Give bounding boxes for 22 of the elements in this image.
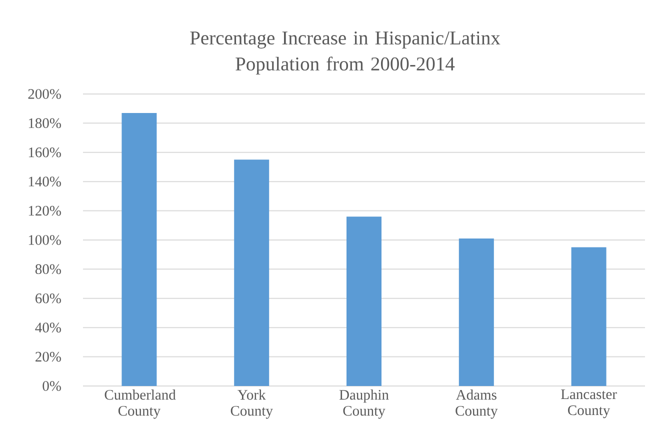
y-tick-label: 40% [35,322,61,332]
y-tick-label: 200% [28,89,61,99]
y-tick-label: 0% [42,381,61,391]
bar [458,238,494,386]
y-tick-label: 100% [28,235,61,245]
bar [346,216,382,386]
y-tick-label: 80% [35,264,61,274]
y-tick-label: 180% [28,118,61,128]
y-tick-label: 60% [36,293,61,304]
x-tick-label: Dauphin County [339,390,389,419]
bar [234,160,270,386]
bar [571,247,606,386]
x-tick-label: York County [230,390,273,419]
y-tick-label: 160% [28,147,61,158]
x-tick-label: Cumberland County [104,390,176,419]
y-tick-label: 140% [28,176,61,186]
bar [122,112,157,386]
y-tick-label: 120% [28,206,61,216]
x-tick-label: Lancaster County [561,390,617,418]
chart-title: Percentage Increase in Hispanic/Latinx Population from 2000-2014 [190,31,500,75]
y-tick-label: 20% [36,352,61,362]
x-tick-label: Adams County [456,390,498,419]
